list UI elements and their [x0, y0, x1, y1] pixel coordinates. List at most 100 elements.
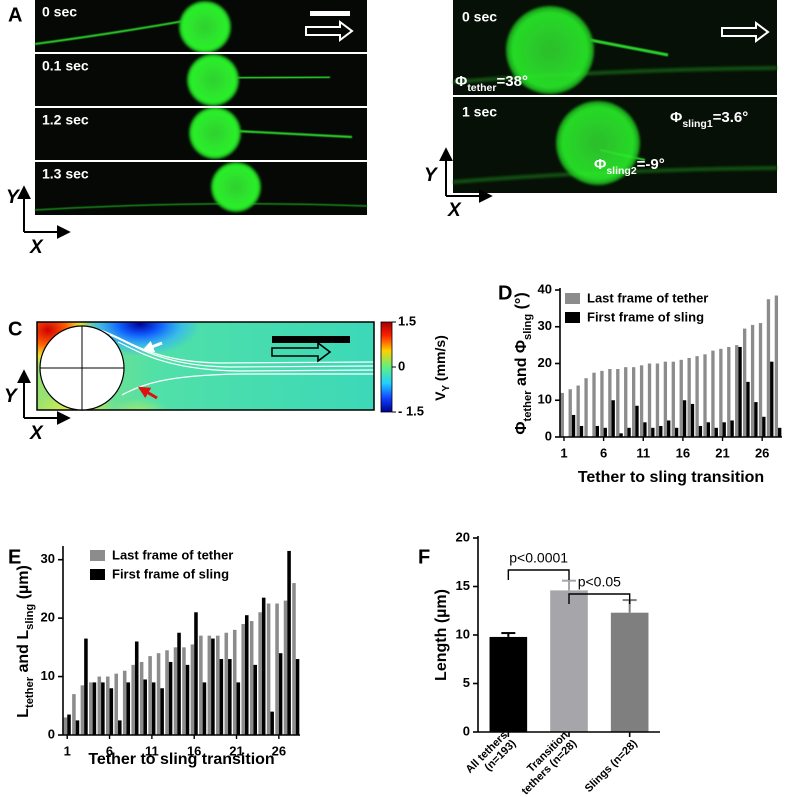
legend-label: Last frame of tether — [112, 547, 233, 562]
angle-annotation: Φsling1=3.6° — [670, 109, 748, 130]
bar — [631, 367, 636, 437]
legend-swatch — [90, 569, 105, 580]
label-part: tether — [24, 676, 36, 708]
bar — [114, 673, 119, 735]
label-part: =38° — [497, 73, 528, 90]
label-part: Y — [441, 385, 452, 392]
x-tick-label: 16 — [676, 445, 690, 460]
angle-annotation: Φsling2=-9° — [594, 156, 665, 177]
label-part: L — [15, 708, 32, 718]
bar — [719, 348, 723, 437]
axis-letter: Y — [424, 165, 439, 186]
bar — [698, 425, 703, 437]
bar — [228, 659, 232, 735]
bar — [774, 295, 779, 437]
panel-letter: A — [8, 4, 22, 26]
colorbar-tick-label: 1.5 — [398, 313, 416, 328]
bar — [674, 427, 679, 437]
frame-time: 0 sec — [42, 4, 77, 20]
bar — [258, 612, 262, 735]
panel-a-image — [34, 0, 368, 215]
y-tick-label: 40 — [538, 281, 552, 296]
label-part: (µm) — [15, 565, 32, 604]
bar — [770, 361, 774, 437]
axis-letter: X — [29, 423, 44, 444]
label-part: and Φ — [513, 340, 530, 390]
legend-label: Last frame of tether — [587, 290, 708, 305]
bar — [727, 346, 731, 437]
bar — [216, 635, 220, 735]
frame-time: 1 sec — [462, 104, 497, 120]
y-tick-label: 30 — [41, 551, 55, 566]
bar — [639, 365, 644, 437]
legend-swatch — [565, 293, 580, 304]
bar — [592, 372, 596, 437]
bar — [659, 425, 663, 437]
bar — [89, 682, 93, 735]
label-part: (°) — [513, 292, 530, 314]
y-axis-title: Ltether and Lsling (µm) — [15, 565, 36, 718]
significance-label: p<0.0001 — [509, 550, 568, 566]
axis-letter: X — [29, 237, 44, 258]
bar — [584, 378, 588, 437]
bar — [84, 638, 88, 735]
label-part: (mm/s) — [432, 335, 448, 385]
frame-time: 1.3 sec — [42, 166, 89, 182]
bar — [635, 405, 639, 437]
bar — [287, 550, 291, 735]
label-part: Φ — [513, 422, 530, 435]
y-tick-label: 15 — [456, 578, 470, 593]
label-part: V — [432, 391, 448, 401]
label-part: Φ — [670, 109, 682, 126]
label-part: sling1 — [682, 118, 713, 130]
bar — [122, 670, 127, 735]
bar — [72, 694, 76, 735]
bar — [778, 427, 782, 437]
bar — [236, 682, 241, 735]
x-axis-title: Tether to sling transition — [578, 469, 764, 486]
x-tick-label: Slings (n=28) — [583, 737, 640, 794]
bar — [199, 635, 203, 735]
x-tick-label: 21 — [229, 743, 243, 758]
bar — [711, 350, 715, 437]
bar — [576, 385, 580, 437]
bar — [109, 688, 114, 735]
bar — [690, 403, 695, 437]
panel-letter: E — [8, 546, 21, 568]
bar — [627, 427, 631, 437]
bar — [232, 629, 237, 735]
bar — [270, 711, 274, 735]
bar — [134, 641, 139, 735]
axes-arrows — [439, 147, 493, 203]
bar — [283, 600, 288, 735]
x-tick-label: 1 — [64, 743, 71, 758]
x-tick-label: 11 — [636, 445, 650, 460]
x-tick-label: 6 — [106, 743, 113, 758]
label-part: sling — [24, 604, 36, 630]
bar — [143, 679, 147, 735]
bar — [619, 433, 623, 437]
significance-bracket — [507, 569, 570, 580]
x-tick-label: 1 — [560, 445, 567, 460]
bar — [97, 676, 102, 735]
bar — [101, 682, 105, 735]
bar — [80, 685, 85, 735]
bar — [249, 621, 254, 735]
legend-label: First frame of sling — [112, 566, 229, 581]
y-axis-title: Length (µm) — [433, 589, 450, 681]
bar — [207, 635, 212, 735]
bar — [616, 369, 620, 437]
bar — [151, 682, 156, 735]
bar — [168, 661, 173, 735]
bar — [687, 357, 691, 437]
bar — [63, 717, 68, 735]
bar — [275, 603, 279, 735]
bar — [568, 389, 572, 437]
y-axis-title: Φtether and Φsling (°) — [513, 292, 534, 434]
bar — [655, 363, 660, 437]
bar — [624, 367, 628, 437]
bar — [177, 632, 181, 735]
colorbar-tick-label: - 1.5 — [398, 403, 424, 418]
panel-c-flow-field — [36, 321, 393, 413]
